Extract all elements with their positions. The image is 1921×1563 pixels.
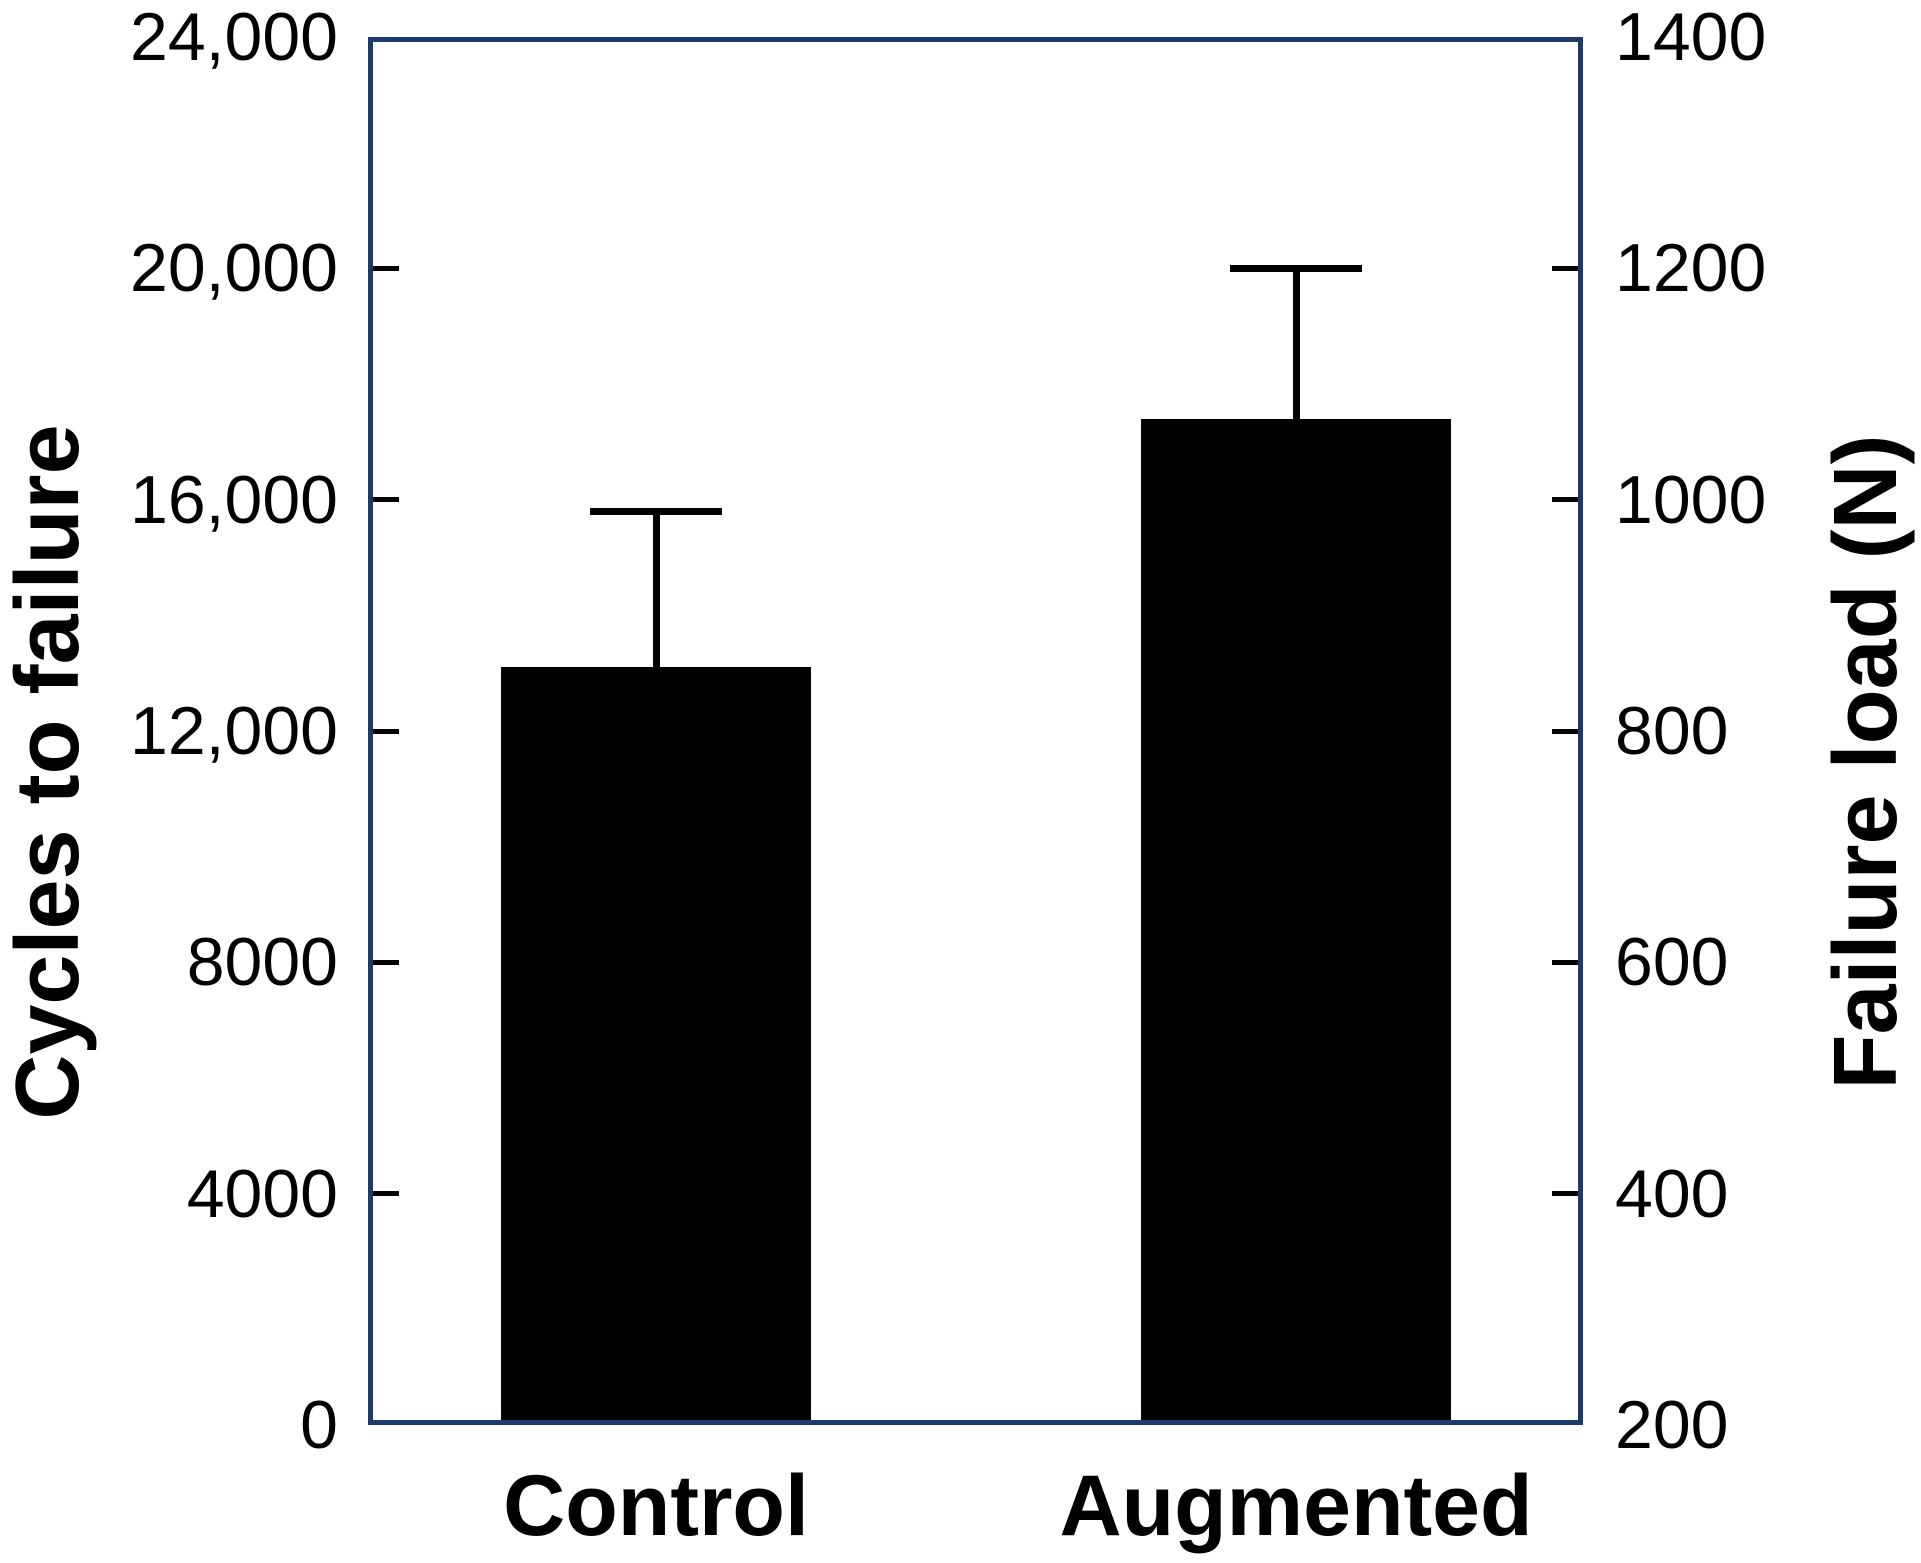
y-axis-right-tick-label: 400 xyxy=(1615,1155,1729,1232)
error-bar-cap-control xyxy=(590,507,722,515)
y-axis-left-tick xyxy=(373,265,399,271)
y-axis-right-tick-label: 200 xyxy=(1615,1387,1729,1463)
y-axis-right-tick xyxy=(1552,959,1578,965)
y-axis-left-tick-label: 20,000 xyxy=(130,230,338,307)
plot-frame xyxy=(368,37,1583,1425)
category-label-augmented: Augmented xyxy=(1059,1458,1533,1554)
bar-control xyxy=(501,667,811,1420)
error-bar-stem-augmented xyxy=(1292,268,1300,423)
y-axis-right-tick xyxy=(1552,1191,1578,1197)
y-axis-right-title: Failure load (N) xyxy=(1816,434,1916,1090)
y-axis-left-tick xyxy=(373,728,399,734)
category-label-control: Control xyxy=(503,1458,809,1554)
y-axis-left-tick-label: 8000 xyxy=(186,924,338,1001)
y-axis-left-tick xyxy=(373,497,399,503)
y-axis-right-tick-label: 600 xyxy=(1615,924,1729,1001)
y-axis-right-tick xyxy=(1552,265,1578,271)
y-axis-right-tick-label: 1200 xyxy=(1615,230,1767,307)
y-axis-left-tick xyxy=(373,1191,399,1197)
y-axis-right-tick-label: 800 xyxy=(1615,693,1729,769)
error-bar-cap-augmented xyxy=(1230,264,1362,272)
y-axis-left-tick xyxy=(373,959,399,965)
y-axis-left-tick-label: 24,000 xyxy=(130,0,338,75)
y-axis-left-tick-label: 4000 xyxy=(186,1155,338,1232)
y-axis-right-tick-label: 1400 xyxy=(1615,0,1767,75)
y-axis-left-title: Cycles to failure xyxy=(0,424,98,1120)
y-axis-right-tick xyxy=(1552,497,1578,503)
y-axis-left-tick-label: 0 xyxy=(300,1387,338,1463)
y-axis-right-tick xyxy=(1552,728,1578,734)
y-axis-left-tick-label: 12,000 xyxy=(130,693,338,769)
error-bar-stem-control xyxy=(652,511,660,672)
bar-augmented xyxy=(1141,418,1451,1420)
y-axis-left-tick-label: 16,000 xyxy=(130,461,338,538)
y-axis-right-tick-label: 1000 xyxy=(1615,461,1767,538)
